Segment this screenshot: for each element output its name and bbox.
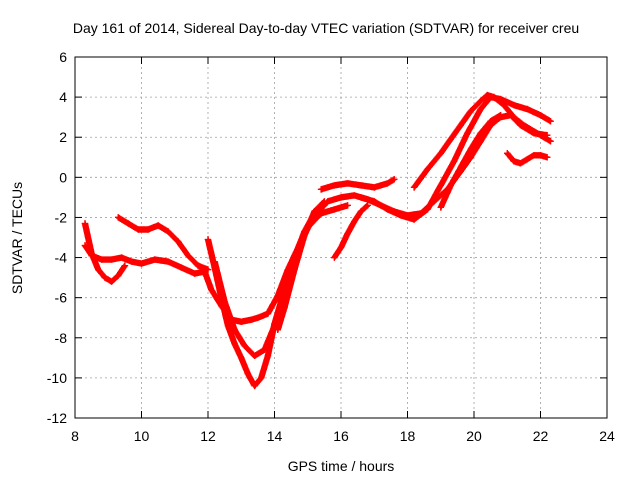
series-markers [317,176,398,193]
x-tick-label: 18 [400,428,416,444]
series-markers [274,198,328,333]
y-tick-label: 4 [59,89,67,105]
series-track-6 [274,198,328,333]
series-markers [81,220,129,285]
x-tick-label: 8 [71,428,79,444]
y-tick-label: -2 [55,209,68,225]
x-tick-label: 14 [267,428,283,444]
x-tick-label: 10 [134,428,150,444]
series-track-11 [437,112,504,211]
y-tick-label: 2 [59,129,67,145]
series-track-10 [410,91,554,191]
series-track-12 [504,150,551,167]
series-markers [437,112,504,211]
y-tick-label: 6 [59,49,67,65]
y-tick-label: -4 [55,250,68,266]
y-tick-label: -12 [47,410,67,426]
series-markers [115,214,212,273]
y-tick-label: -10 [47,370,67,386]
series-track-9 [317,176,398,193]
series-track-5 [211,202,351,359]
chart-title: Day 161 of 2014, Sidereal Day-to-day VTE… [73,20,579,36]
series-track-7 [331,202,371,261]
y-axis-label: SDTVAR / TECUs [9,182,25,294]
y-tick-label: -8 [55,330,68,346]
x-tick-label: 22 [533,428,549,444]
grid [75,57,607,418]
x-tick-label: 12 [200,428,216,444]
y-tick-label: 0 [59,169,67,185]
x-tick-label: 16 [333,428,349,444]
series-markers [410,91,554,191]
y-tick-label: -6 [55,290,68,306]
series-markers [331,202,371,261]
series-markers [504,150,551,167]
x-tick-label: 20 [466,428,482,444]
data-points [81,91,554,390]
x-axis-label: GPS time / hours [288,458,395,474]
series-track-3 [115,214,212,273]
series-track-2 [81,220,129,285]
x-tick-label: 24 [599,428,615,444]
